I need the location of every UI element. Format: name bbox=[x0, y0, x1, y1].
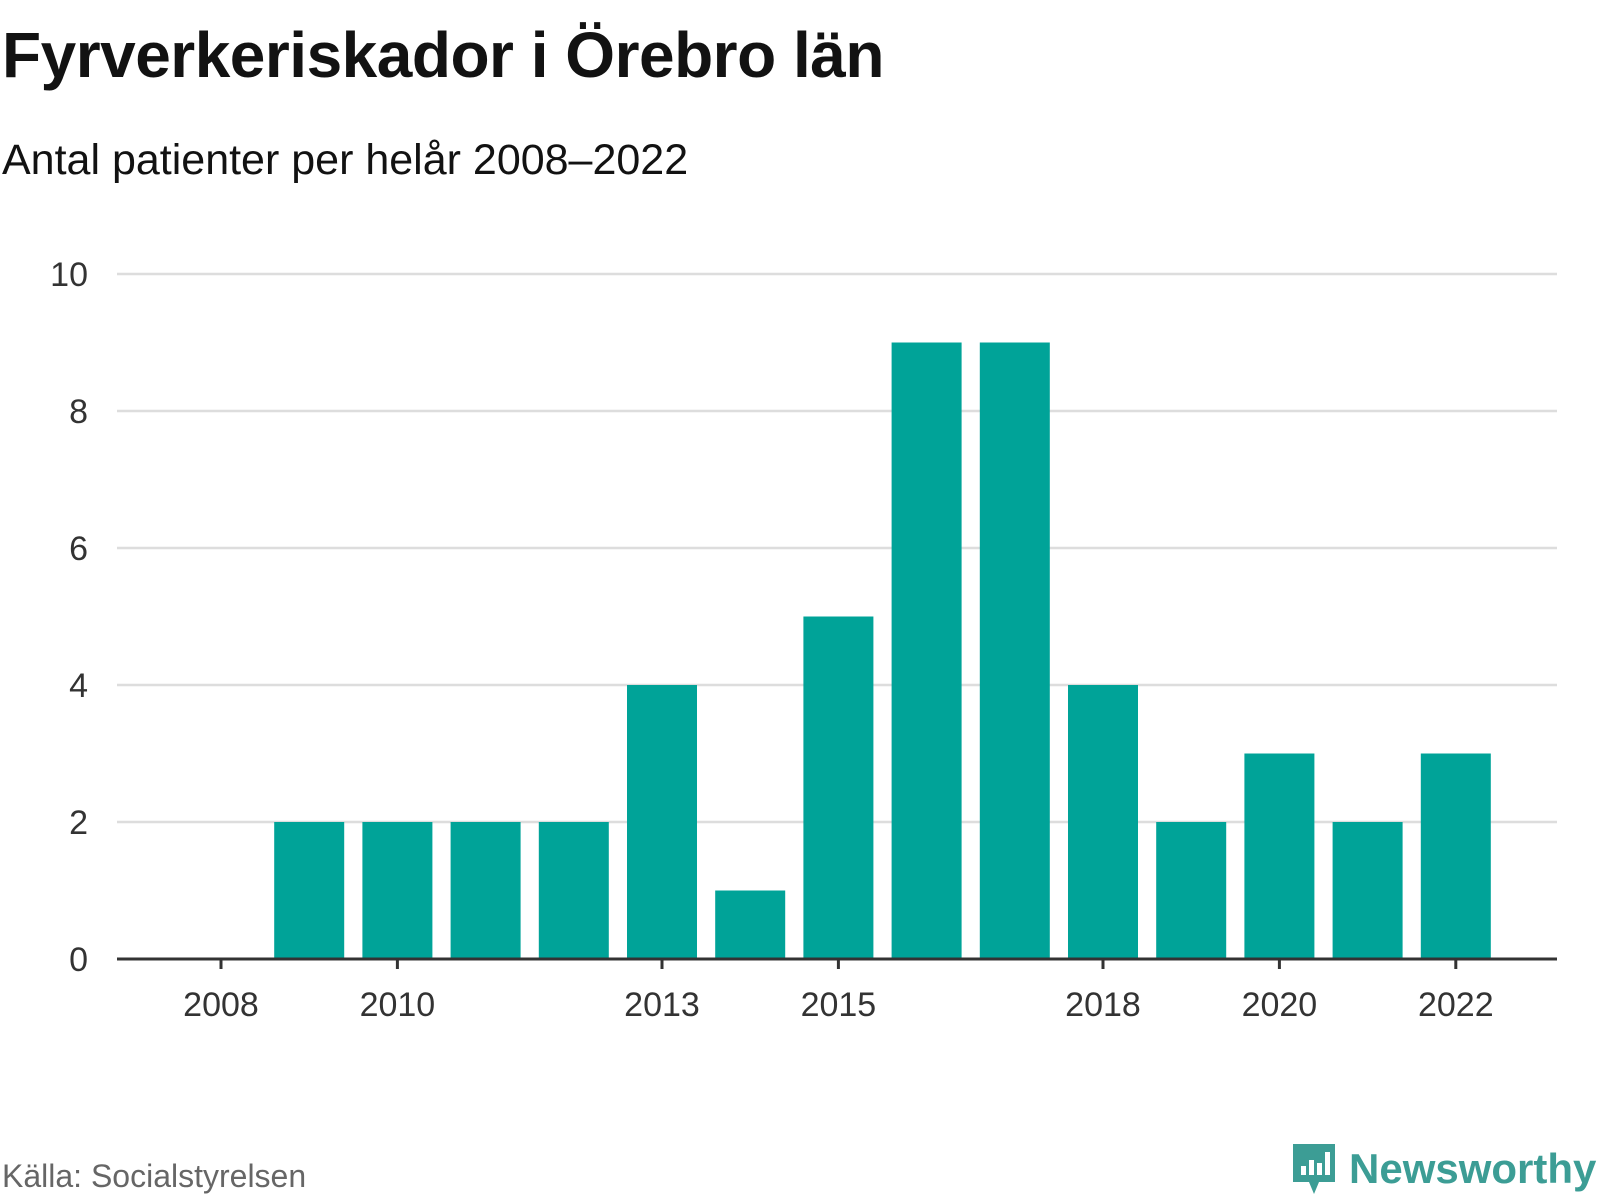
bar-chart: 0 2 4 6 8 10 2008 2010 2013 2015 2018 2020 2022 bbox=[50, 256, 1557, 1024]
bar-2012 bbox=[538, 822, 609, 959]
bar-2015 bbox=[803, 616, 874, 959]
x-tick-label: 2020 bbox=[1242, 986, 1318, 1024]
x-tick-label: 2018 bbox=[1065, 986, 1141, 1024]
brand-name: Newsworthy bbox=[1349, 1145, 1597, 1192]
bar-2020 bbox=[1244, 753, 1315, 959]
y-tick-label: 6 bbox=[69, 530, 88, 568]
bar-2014 bbox=[715, 890, 786, 959]
bar-2011 bbox=[450, 822, 521, 959]
chart-subtitle: Antal patienter per helår 2008–2022 bbox=[2, 136, 689, 184]
bar-2013 bbox=[627, 685, 697, 959]
y-tick-label: 0 bbox=[69, 941, 88, 979]
x-axis: 2008 2010 2013 2015 2018 2020 2022 bbox=[117, 957, 1557, 1024]
bar-2010 bbox=[362, 822, 433, 959]
x-tick-label: 2013 bbox=[624, 986, 700, 1024]
x-tick-label: 2015 bbox=[801, 986, 877, 1024]
bar-2017 bbox=[979, 342, 1050, 959]
newsworthy-logo-icon bbox=[1293, 1144, 1335, 1194]
y-tick-label: 4 bbox=[69, 667, 88, 705]
bar-2021 bbox=[1332, 822, 1403, 959]
newsworthy-logo: Newsworthy bbox=[1289, 1140, 1596, 1198]
y-tick-label: 10 bbox=[50, 256, 88, 294]
bar-2009 bbox=[274, 822, 345, 959]
bar-2019 bbox=[1156, 822, 1227, 959]
bar-2022 bbox=[1420, 753, 1491, 959]
bars bbox=[274, 342, 1491, 959]
x-tick-label: 2008 bbox=[183, 986, 259, 1024]
bar-2016 bbox=[891, 342, 962, 959]
y-tick-label: 2 bbox=[69, 804, 88, 842]
chart-title: Fyrverkeriskador i Örebro län bbox=[2, 19, 884, 91]
y-tick-label: 8 bbox=[69, 393, 88, 431]
bar-2018 bbox=[1068, 685, 1138, 959]
y-axis-labels: 0 2 4 6 8 10 bbox=[50, 256, 88, 979]
source-note: Källa: Socialstyrelsen bbox=[2, 1158, 307, 1194]
x-tick-label: 2010 bbox=[360, 986, 436, 1024]
x-tick-label: 2022 bbox=[1418, 986, 1494, 1024]
